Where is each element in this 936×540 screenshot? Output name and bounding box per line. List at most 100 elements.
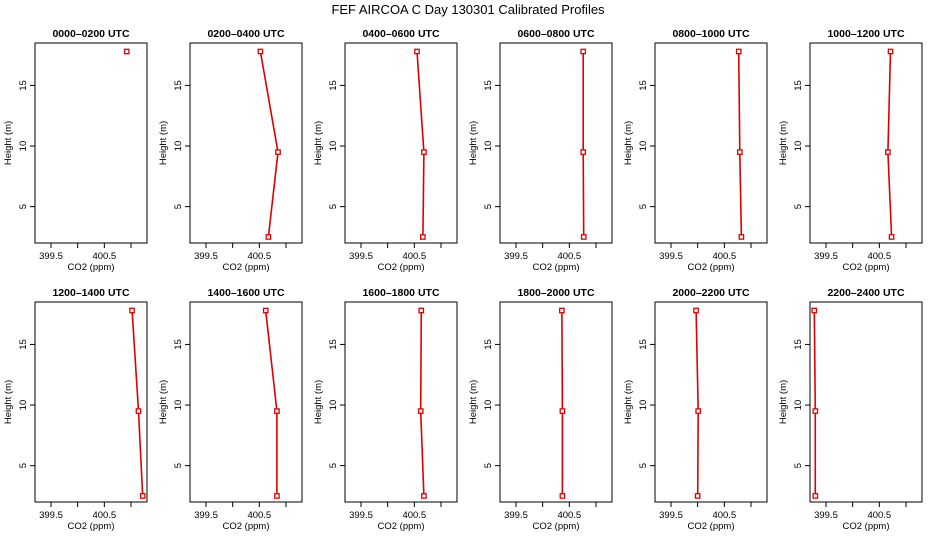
y-tick-label: 5 <box>638 204 649 209</box>
y-axis-label: Height (m) <box>623 380 634 424</box>
y-tick-label: 5 <box>173 204 184 209</box>
y-tick-label: 15 <box>638 339 649 350</box>
y-tick-label: 10 <box>173 141 184 152</box>
profile-line <box>419 310 425 496</box>
y-axis-label: Height (m) <box>313 121 324 165</box>
data-point <box>139 493 146 499</box>
y-tick-label: 15 <box>173 339 184 350</box>
x-axis-label: CO2 (ppm) <box>223 262 270 273</box>
x-tick-label: 400.5 <box>92 251 116 262</box>
y-axis-label: Height (m) <box>3 121 14 165</box>
data-point <box>275 149 281 155</box>
x-tick-label: 399.5 <box>194 510 218 521</box>
panel-title: 0400–0600 UTC <box>362 28 439 40</box>
data-point <box>123 48 130 55</box>
x-axis-label: CO2 (ppm) <box>843 262 890 273</box>
y-tick-label: 10 <box>18 141 29 152</box>
x-axis-label: CO2 (ppm) <box>843 521 890 532</box>
plot-frame <box>809 301 923 503</box>
x-tick-label: 400.5 <box>557 251 581 262</box>
profile-line <box>887 51 893 237</box>
y-axis-label: Height (m) <box>3 380 14 424</box>
profile-panel: 0800–1000 UTC 399.5 400.5 5 10 15 CO2 (ppm) Hei… <box>623 28 768 273</box>
data-point <box>693 307 699 314</box>
y-tick-label: 10 <box>483 141 494 152</box>
x-tick-label: 399.5 <box>194 251 218 262</box>
x-tick-label: 399.5 <box>349 251 373 262</box>
panel-title: 1800–2000 UTC <box>517 287 594 299</box>
profile-panel: 1800–2000 UTC 399.5 400.5 5 10 15 CO2 (ppm) Hei… <box>468 287 613 532</box>
y-tick-label: 5 <box>328 204 339 209</box>
y-axis-label: Height (m) <box>778 380 789 424</box>
data-point <box>274 408 280 414</box>
data-point <box>265 234 272 240</box>
y-tick-label: 15 <box>328 339 339 350</box>
x-axis-label: CO2 (ppm) <box>688 262 735 273</box>
data-point <box>888 234 895 240</box>
profile-line <box>131 310 144 496</box>
x-tick-label: 400.5 <box>247 510 271 521</box>
data-point <box>418 307 425 314</box>
profile-panel: 1200–1400 UTC 399.5 400.5 5 10 15 CO2 (ppm) Hei… <box>3 287 148 532</box>
profile-line <box>264 310 278 496</box>
data-point <box>580 48 587 55</box>
profile-line <box>416 51 425 237</box>
x-axis-label: CO2 (ppm) <box>533 521 580 532</box>
data-point <box>421 149 427 155</box>
x-axis-label: CO2 (ppm) <box>688 521 735 532</box>
x-tick-label: 400.5 <box>92 510 116 521</box>
x-tick-label: 400.5 <box>247 251 271 262</box>
x-tick-label: 400.5 <box>557 510 581 521</box>
y-tick-label: 15 <box>638 80 649 91</box>
x-tick-label: 399.5 <box>659 251 683 262</box>
plot-frame <box>499 301 613 503</box>
profile-panel: 2200–2400 UTC 399.5 400.5 5 10 15 CO2 (ppm) Hei… <box>778 287 923 532</box>
plot-frame <box>344 301 458 503</box>
profile-panel: 0400–0600 UTC 399.5 400.5 5 10 15 CO2 (ppm) Hei… <box>313 28 458 273</box>
data-point <box>580 234 587 240</box>
data-point <box>887 48 894 55</box>
x-tick-label: 399.5 <box>659 510 683 521</box>
plot-frame <box>34 301 148 503</box>
y-axis-label: Height (m) <box>468 380 479 424</box>
figure-title: FEF AIRCOA C Day 130301 Calibrated Profi… <box>331 2 605 17</box>
y-axis-label: Height (m) <box>623 121 634 165</box>
x-tick-label: 400.5 <box>712 251 736 262</box>
panel-title: 1600–1800 UTC <box>362 287 439 299</box>
plot-frame <box>34 42 148 244</box>
y-tick-label: 10 <box>638 141 649 152</box>
y-tick-label: 5 <box>173 463 184 468</box>
data-point <box>135 408 142 414</box>
y-tick-label: 10 <box>18 400 29 411</box>
profile-line <box>582 51 585 237</box>
x-tick-label: 400.5 <box>402 510 426 521</box>
panel-title: 1000–1200 UTC <box>827 28 904 40</box>
profile-line <box>695 310 699 496</box>
y-tick-label: 5 <box>18 463 29 468</box>
profile-panel: 1600–1800 UTC 399.5 400.5 5 10 15 CO2 (ppm) Hei… <box>313 287 458 532</box>
y-tick-label: 10 <box>173 400 184 411</box>
x-tick-label: 400.5 <box>867 510 891 521</box>
profile-line <box>259 51 279 237</box>
y-axis-label: Height (m) <box>468 121 479 165</box>
y-tick-label: 10 <box>328 141 339 152</box>
y-tick-label: 10 <box>793 400 804 411</box>
data-point <box>694 493 701 499</box>
plot-frame <box>189 42 303 244</box>
y-tick-label: 10 <box>638 400 649 411</box>
profile-panel: 0200–0400 UTC 399.5 400.5 5 10 15 CO2 (ppm) Hei… <box>158 28 303 273</box>
y-tick-label: 15 <box>18 80 29 91</box>
data-point <box>695 408 702 414</box>
x-axis-label: CO2 (ppm) <box>68 521 115 532</box>
data-point <box>559 493 566 499</box>
x-axis-label: CO2 (ppm) <box>533 262 580 273</box>
data-point <box>421 493 427 499</box>
data-point <box>736 149 743 155</box>
data-point <box>812 493 819 499</box>
y-tick-label: 5 <box>638 463 649 468</box>
x-tick-label: 399.5 <box>39 251 63 262</box>
x-tick-label: 400.5 <box>712 510 736 521</box>
y-tick-label: 15 <box>793 339 804 350</box>
data-point <box>420 234 426 240</box>
